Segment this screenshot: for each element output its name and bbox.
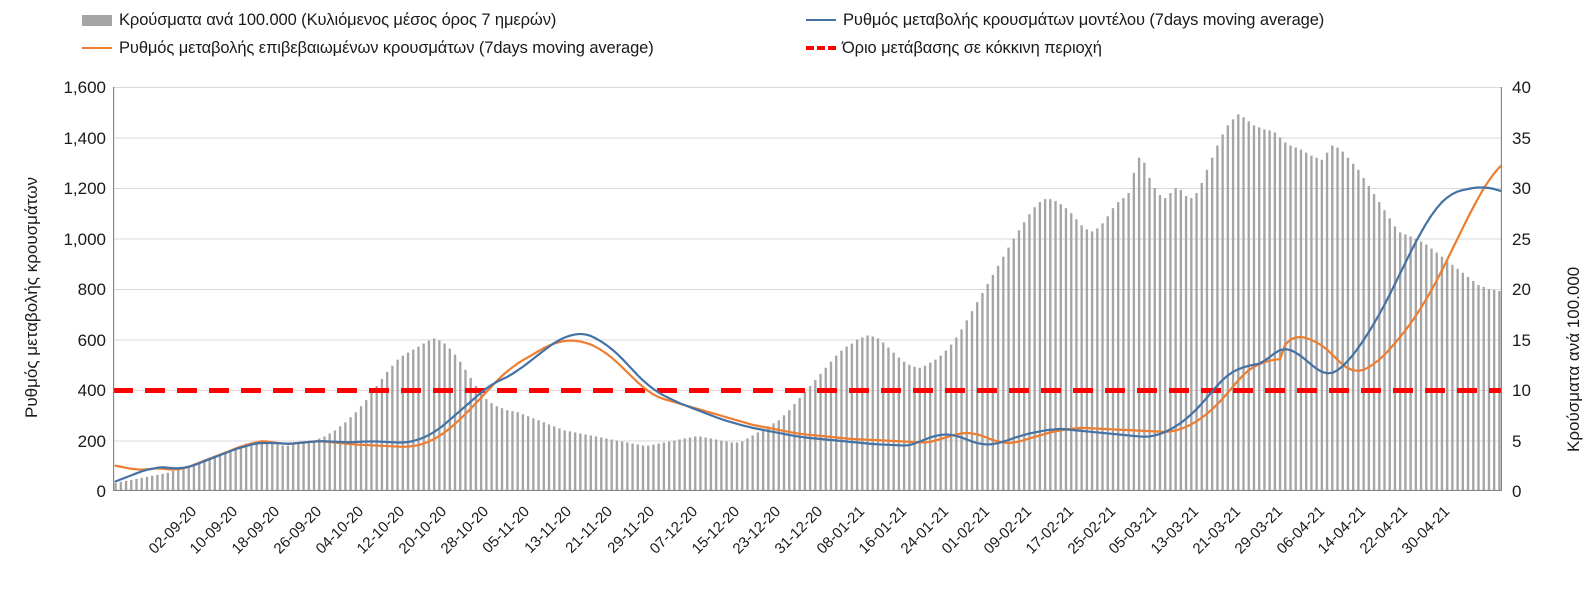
y-axis-right-tick-label: 20 [1512, 280, 1531, 299]
legend-label-cases-bar: Κρούσματα ανά 100.000 (Κυλιόμενος μέσος … [119, 10, 557, 29]
y-axis-left-tick-label: 200 [77, 431, 106, 451]
y-axis-left-tick-label: 600 [77, 330, 106, 350]
y-axis-right-tick-label: 40 [1512, 78, 1531, 97]
dashed-swatch-red-icon [806, 46, 836, 50]
y-axis-right-tick-label: 15 [1512, 330, 1531, 350]
y-axis-left-tick-label: 1,200 [63, 179, 106, 198]
plot-area [113, 87, 1502, 491]
y-axis-left-tick-label: 800 [77, 280, 106, 299]
legend-label-red-threshold: Όριο μετάβασης σε κόκκινη περιοχή [842, 38, 1102, 57]
y-axis-left-tick-label: 1,000 [63, 229, 106, 249]
chart-legend: Κρούσματα ανά 100.000 (Κυλιόμενος μέσος … [0, 0, 1585, 62]
bar-swatch-icon [82, 14, 112, 26]
y-axis-left-tick-label: 0 [96, 482, 106, 501]
y-axis-left-tick-label: 400 [77, 381, 106, 400]
legend-item-model-rate[interactable]: Ρυθμός μεταβολής κρουσμάτων μοντέλου (7d… [806, 9, 1324, 31]
line-swatch-orange-icon [82, 47, 112, 49]
line-series [114, 186, 1502, 483]
legend-item-confirmed-rate[interactable]: Ρυθμός μεταβολής επιβεβαιωμένων κρουσμάτ… [82, 37, 654, 59]
bar-series [114, 114, 1501, 491]
y-axis-right-tick-label: 30 [1512, 179, 1531, 198]
y-axis-left-tick-label: 1,400 [63, 128, 106, 148]
legend-label-model-rate: Ρυθμός μεταβολής κρουσμάτων μοντέλου (7d… [843, 10, 1325, 29]
y-axis-right-tick-label: 10 [1512, 381, 1531, 400]
legend-item-cases-bar[interactable]: Κρούσματα ανά 100.000 (Κυλιόμενος μέσος … [82, 9, 556, 31]
y-axis-left-tick-label: 1,600 [63, 78, 106, 97]
line-series [114, 163, 1502, 471]
chart-canvas [113, 87, 1502, 491]
legend-label-confirmed-rate: Ρυθμός μεταβολής επιβεβαιωμένων κρουσμάτ… [119, 38, 654, 57]
legend-item-red-threshold[interactable]: Όριο μετάβασης σε κόκκινη περιοχή [806, 37, 1102, 59]
y-axis-right-tick-label: 35 [1512, 128, 1531, 148]
y-axis-right-tick-label: 5 [1512, 431, 1522, 451]
y-axis-right-tick-label: 0 [1512, 482, 1522, 501]
line-swatch-blue-icon [806, 19, 836, 21]
y-axis-right-tick-label: 25 [1512, 229, 1531, 249]
